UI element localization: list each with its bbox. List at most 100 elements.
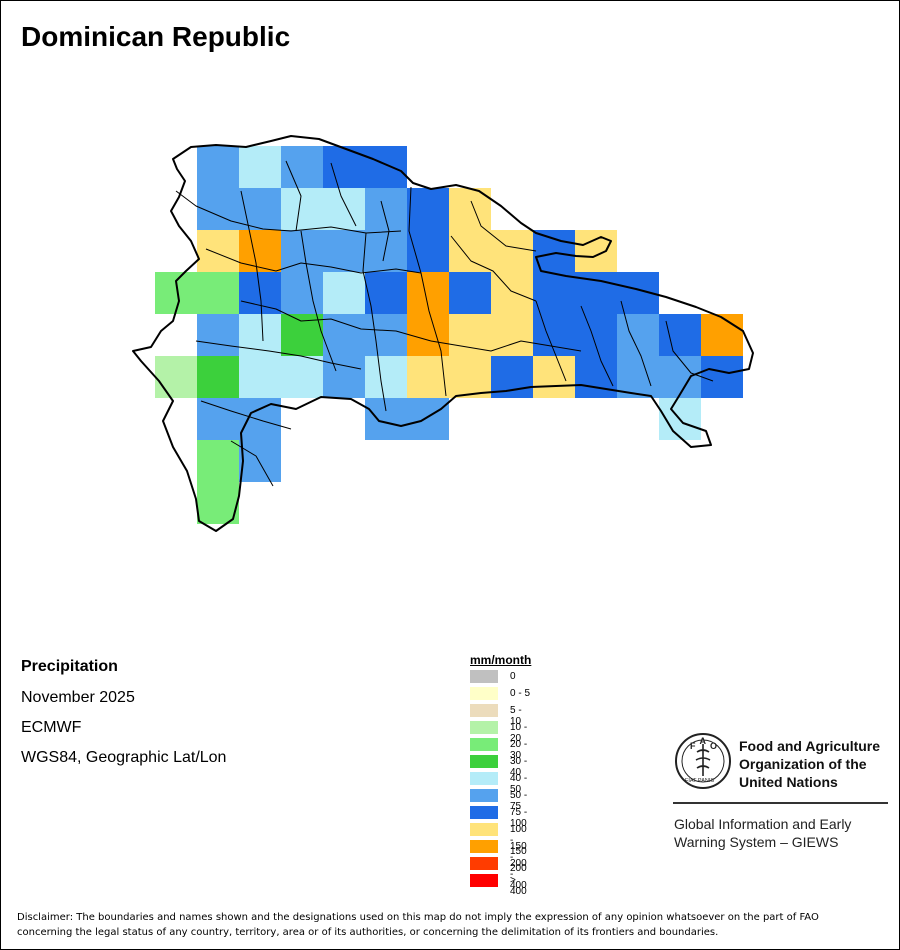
grid-cell bbox=[281, 356, 323, 398]
grid-cell bbox=[197, 482, 239, 524]
admin-boundaries bbox=[175, 160, 714, 487]
emblem-letter-f: F bbox=[690, 741, 696, 751]
grid-cell bbox=[323, 230, 365, 272]
legend-row: 75 - 100 bbox=[470, 804, 531, 829]
legend-swatch bbox=[470, 721, 498, 734]
grid-cell bbox=[281, 188, 323, 230]
grid-cell bbox=[659, 356, 701, 398]
grid-cell bbox=[701, 314, 743, 356]
legend-label: 10 - 20 bbox=[510, 722, 528, 744]
org-name-line-2: Organization of the bbox=[739, 756, 867, 772]
grid-cell bbox=[365, 398, 407, 440]
map-variable: Precipitation bbox=[21, 658, 118, 675]
org-name-line-1: Food and Agriculture bbox=[739, 738, 881, 754]
grid-cell bbox=[575, 356, 617, 398]
disclaimer: Disclaimer: The boundaries and names sho… bbox=[17, 912, 819, 938]
legend: mm/month 0 0 - 5 5 - 10 10 - 20 20 - 30 30 - … bbox=[470, 653, 532, 897]
country-outline bbox=[132, 135, 754, 532]
map-period: November 2025 bbox=[21, 689, 135, 706]
org-name: Food and Agriculture Organization of the… bbox=[739, 737, 880, 791]
grid-cell bbox=[155, 272, 197, 314]
grid-cell bbox=[407, 398, 449, 440]
grid-cell bbox=[197, 398, 239, 440]
grid-cell bbox=[323, 188, 365, 230]
legend-swatch bbox=[470, 738, 498, 751]
legend-label: > 400 bbox=[510, 875, 527, 897]
grid-cell bbox=[533, 272, 575, 314]
grid-cell bbox=[239, 440, 281, 482]
grid-cell bbox=[449, 272, 491, 314]
grid-cell bbox=[701, 356, 743, 398]
grid-cell bbox=[365, 230, 407, 272]
legend-swatch bbox=[470, 806, 498, 819]
legend-swatch bbox=[470, 670, 498, 683]
grid-cell bbox=[197, 440, 239, 482]
org-name-line-3: United Nations bbox=[739, 774, 838, 790]
legend-label: 40 - 50 bbox=[510, 773, 528, 795]
grid-cell bbox=[197, 356, 239, 398]
legend-title: mm/month bbox=[470, 653, 532, 667]
precipitation-map bbox=[132, 135, 754, 532]
legend-row: 30 - 40 bbox=[470, 753, 531, 778]
grid-cell bbox=[491, 314, 533, 356]
emblem-letter-a: A bbox=[700, 736, 707, 746]
grid-cell bbox=[407, 230, 449, 272]
legend-row: 150 - 200 bbox=[470, 838, 531, 874]
legend-label: 30 - 40 bbox=[510, 756, 528, 778]
grid-cell bbox=[449, 356, 491, 398]
legend-classes: 0 0 - 5 5 - 10 10 - 20 20 - 30 30 - 40 40 - 50… bbox=[470, 668, 531, 897]
grid-cell bbox=[449, 230, 491, 272]
fao-emblem-icon: F A O FIAT PANIS bbox=[675, 733, 731, 789]
grid-cell bbox=[323, 314, 365, 356]
legend-label: 50 - 75 bbox=[510, 790, 528, 812]
legend-swatch bbox=[470, 704, 498, 717]
legend-swatch bbox=[470, 755, 498, 768]
legend-row: 5 - 10 bbox=[470, 702, 531, 727]
legend-label: 200 - 400 bbox=[510, 858, 527, 891]
legend-swatch bbox=[470, 687, 498, 700]
grid-cell bbox=[533, 230, 575, 272]
grid-cell bbox=[239, 230, 281, 272]
grid-cell bbox=[575, 230, 617, 272]
grid-cell bbox=[575, 314, 617, 356]
legend-label: 5 - 10 bbox=[510, 705, 522, 727]
grid-cell bbox=[197, 146, 239, 188]
grid-cell bbox=[239, 188, 281, 230]
grid-cell bbox=[365, 146, 407, 188]
emblem-motto: FIAT PANIS bbox=[685, 778, 714, 784]
grid-cell bbox=[365, 272, 407, 314]
grid-cell bbox=[239, 146, 281, 188]
legend-label: 0 - 5 bbox=[510, 688, 531, 699]
grid-cell bbox=[323, 146, 365, 188]
legend-swatch bbox=[470, 840, 498, 853]
legend-swatch bbox=[470, 874, 498, 887]
map-projection: WGS84, Geographic Lat/Lon bbox=[21, 749, 227, 766]
map-title: Dominican Republic bbox=[21, 21, 291, 52]
emblem-letter-o: O bbox=[710, 741, 717, 751]
grid-cell bbox=[365, 356, 407, 398]
legend-row: 0 bbox=[470, 668, 531, 685]
grid-cell bbox=[239, 314, 281, 356]
grid-cell bbox=[407, 314, 449, 356]
legend-row: 50 - 75 bbox=[470, 787, 531, 812]
legend-row: 20 - 30 bbox=[470, 736, 531, 761]
grid-cell bbox=[407, 188, 449, 230]
legend-label: 150 - 200 bbox=[510, 841, 527, 874]
grid-cell bbox=[659, 314, 701, 356]
legend-row: 40 - 50 bbox=[470, 770, 531, 795]
grid-cell bbox=[155, 356, 197, 398]
giews-line-2: Warning System – GIEWS bbox=[674, 834, 839, 850]
logo-divider bbox=[673, 802, 888, 804]
legend-row: 0 - 5 bbox=[470, 685, 531, 702]
legend-label: 20 - 30 bbox=[510, 739, 528, 761]
legend-row: > 400 bbox=[470, 872, 531, 897]
legend-swatch bbox=[470, 789, 498, 802]
grid-cell bbox=[197, 230, 239, 272]
legend-label: 75 - 100 bbox=[510, 807, 528, 829]
grid-cell bbox=[239, 356, 281, 398]
grid-cell bbox=[281, 146, 323, 188]
grid-cell bbox=[281, 272, 323, 314]
legend-row: 10 - 20 bbox=[470, 719, 531, 744]
legend-label: 100 - 150 bbox=[510, 824, 527, 857]
